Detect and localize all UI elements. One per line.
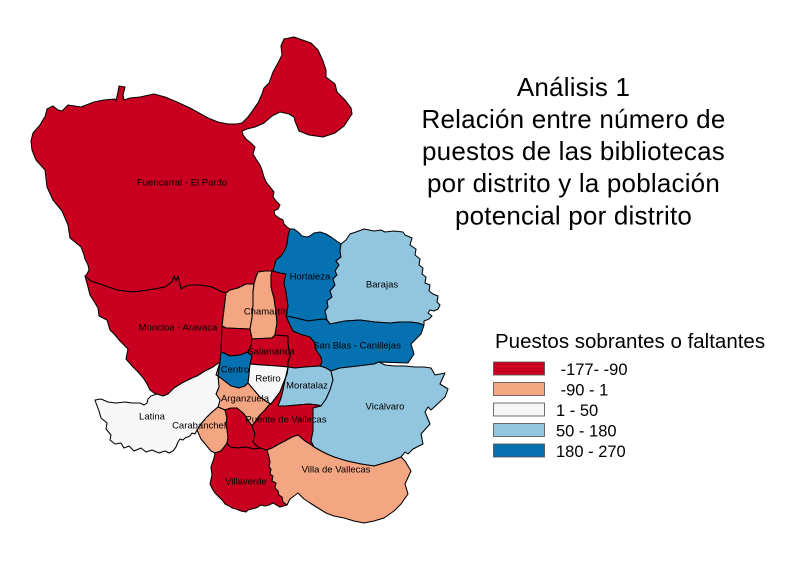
svg-text:180 - 270: 180 - 270 bbox=[556, 443, 626, 461]
svg-text:por distrito y la población: por distrito y la población bbox=[427, 168, 720, 198]
svg-text:San Blas - Canillejas: San Blas - Canillejas bbox=[313, 341, 401, 352]
svg-text:Moratalaz: Moratalaz bbox=[286, 381, 328, 392]
svg-text:-90 - 1: -90 - 1 bbox=[556, 381, 608, 399]
svg-text:Análisis 1: Análisis 1 bbox=[517, 72, 630, 102]
svg-text:Chamartín: Chamartín bbox=[244, 307, 288, 318]
svg-text:potencial por distrito: potencial por distrito bbox=[455, 201, 692, 231]
svg-text:-177- -90: -177- -90 bbox=[556, 361, 628, 379]
svg-text:Villa de Vallecas: Villa de Vallecas bbox=[302, 465, 371, 476]
svg-text:Carabanchel: Carabanchel bbox=[172, 421, 226, 432]
svg-text:Latina: Latina bbox=[139, 412, 166, 423]
svg-text:Moncloa - Aravaca: Moncloa - Aravaca bbox=[139, 323, 218, 334]
svg-text:Relación entre número de: Relación entre número de bbox=[422, 104, 726, 134]
svg-text:Retiro: Retiro bbox=[255, 374, 280, 385]
svg-text:Salamanca: Salamanca bbox=[247, 347, 295, 358]
svg-text:1 - 50: 1 - 50 bbox=[556, 402, 598, 420]
svg-text:puestos de las bibliotecas: puestos de las bibliotecas bbox=[422, 136, 725, 166]
svg-text:Hortaleza: Hortaleza bbox=[290, 272, 331, 283]
svg-text:Arganzuela: Arganzuela bbox=[221, 394, 270, 405]
svg-text:50 - 180: 50 - 180 bbox=[556, 422, 617, 440]
svg-text:Barajas: Barajas bbox=[366, 280, 398, 291]
svg-text:Vicálvaro: Vicálvaro bbox=[366, 402, 405, 413]
svg-text:Puestos sobrantes o faltantes: Puestos sobrantes o faltantes bbox=[495, 330, 765, 353]
svg-text:Fuencarral - El Pardo: Fuencarral - El Pardo bbox=[137, 178, 227, 189]
svg-text:Puente de Vallecas: Puente de Vallecas bbox=[245, 415, 326, 426]
svg-text:Villaverde: Villaverde bbox=[225, 477, 267, 488]
svg-text:Centro: Centro bbox=[221, 365, 250, 376]
